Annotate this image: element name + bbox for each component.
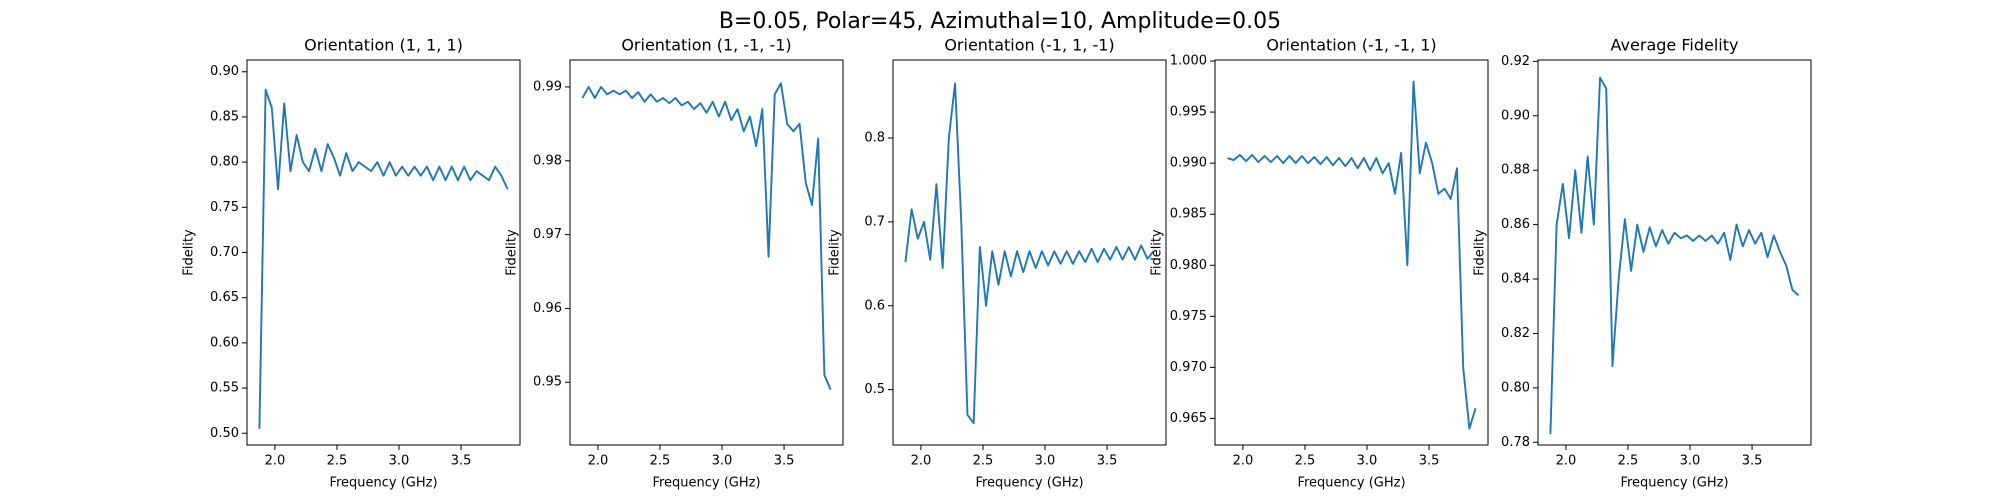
y-tick-label: 0.90 (1501, 108, 1530, 123)
y-tick-label: 0.84 (1501, 272, 1530, 287)
y-tick-label: 0.92 (1501, 54, 1530, 69)
x-tick-label: 3.0 (389, 454, 410, 469)
axes-frame (892, 59, 1167, 446)
y-tick-label: 0.975 (1170, 309, 1207, 324)
y-tick-label: 0.55 (210, 381, 239, 396)
x-tick-label: 2.0 (265, 454, 286, 469)
y-tick-label: 0.980 (1170, 258, 1207, 273)
y-tick-label: 0.78 (1501, 435, 1530, 450)
x-tick-label: 2.5 (1295, 454, 1316, 469)
x-tick-label: 3.5 (1742, 454, 1763, 469)
y-tick-label: 0.99 (533, 79, 562, 94)
data-line (581, 82, 832, 390)
x-tick-label: 3.0 (1035, 454, 1056, 469)
x-axis-label: Frequency (GHz) (975, 476, 1083, 491)
y-tick-label: 0.90 (210, 64, 239, 79)
x-tick-label: 2.5 (650, 454, 671, 469)
y-tick-label: 0.7 (864, 214, 885, 229)
y-tick-label: 0.97 (533, 227, 562, 242)
data-line (1549, 76, 1800, 435)
y-tick-label: 0.8 (864, 131, 885, 146)
subplot-title: Orientation (-1, -1, 1) (1266, 36, 1436, 55)
data-line (258, 88, 509, 429)
x-tick-label: 2.0 (588, 454, 609, 469)
x-axis-label: Frequency (GHz) (1620, 476, 1728, 491)
x-tick-label: 3.0 (1680, 454, 1701, 469)
subplot-title: Orientation (-1, 1, -1) (944, 36, 1114, 55)
y-tick-label: 0.985 (1170, 207, 1207, 222)
x-tick-label: 2.0 (1556, 454, 1577, 469)
x-tick-label: 3.5 (1097, 454, 1118, 469)
axes-frame (1214, 59, 1489, 446)
y-axis-label: Fidelity (505, 229, 520, 276)
y-axis-label: Fidelity (182, 229, 197, 276)
x-tick-label: 3.5 (451, 454, 472, 469)
y-tick-label: 0.80 (210, 155, 239, 170)
y-tick-label: 0.98 (533, 153, 562, 168)
subplot-title: Average Fidelity (1611, 36, 1739, 55)
y-tick-label: 0.75 (210, 200, 239, 215)
data-line (1227, 80, 1477, 430)
y-tick-label: 0.86 (1501, 217, 1530, 232)
y-tick-label: 0.85 (210, 109, 239, 124)
x-tick-label: 3.0 (1357, 454, 1378, 469)
x-axis-label: Frequency (GHz) (1297, 476, 1405, 491)
y-tick-label: 0.970 (1170, 360, 1207, 375)
x-tick-label: 2.0 (1233, 454, 1254, 469)
axes-frame (1537, 59, 1812, 446)
x-axis-label: Frequency (GHz) (652, 476, 760, 491)
subplot-title: Orientation (1, -1, -1) (621, 36, 791, 55)
y-axis-label: Fidelity (1473, 229, 1488, 276)
x-tick-label: 2.0 (911, 454, 932, 469)
y-tick-label: 0.88 (1501, 163, 1530, 178)
y-tick-label: 0.995 (1170, 105, 1207, 120)
x-tick-label: 3.0 (712, 454, 733, 469)
y-axis-label: Fidelity (828, 229, 843, 276)
y-tick-label: 0.5 (864, 382, 885, 397)
x-tick-label: 3.5 (774, 454, 795, 469)
y-tick-label: 0.82 (1501, 326, 1530, 341)
x-tick-label: 2.5 (1618, 454, 1639, 469)
subplot-title: Orientation (1, 1, 1) (304, 36, 463, 55)
y-tick-label: 0.6 (864, 298, 885, 313)
x-tick-label: 3.5 (1419, 454, 1440, 469)
x-axis-label: Frequency (GHz) (329, 476, 437, 491)
y-tick-label: 0.990 (1170, 156, 1207, 171)
x-tick-label: 2.5 (973, 454, 994, 469)
y-tick-label: 0.95 (533, 375, 562, 390)
y-tick-label: 1.000 (1170, 54, 1207, 69)
axes-frame (246, 59, 521, 446)
y-axis-label: Fidelity (1150, 229, 1165, 276)
figure-title: B=0.05, Polar=45, Azimuthal=10, Amplitud… (719, 9, 1281, 34)
y-tick-label: 0.70 (210, 245, 239, 260)
y-tick-label: 0.60 (210, 335, 239, 350)
y-tick-label: 0.80 (1501, 380, 1530, 395)
y-tick-label: 0.65 (210, 290, 239, 305)
y-tick-label: 0.965 (1170, 411, 1207, 426)
y-tick-label: 0.96 (533, 301, 562, 316)
y-tick-label: 0.50 (210, 426, 239, 441)
data-line (904, 82, 1155, 425)
x-tick-label: 2.5 (327, 454, 348, 469)
axes-frame (569, 59, 844, 446)
